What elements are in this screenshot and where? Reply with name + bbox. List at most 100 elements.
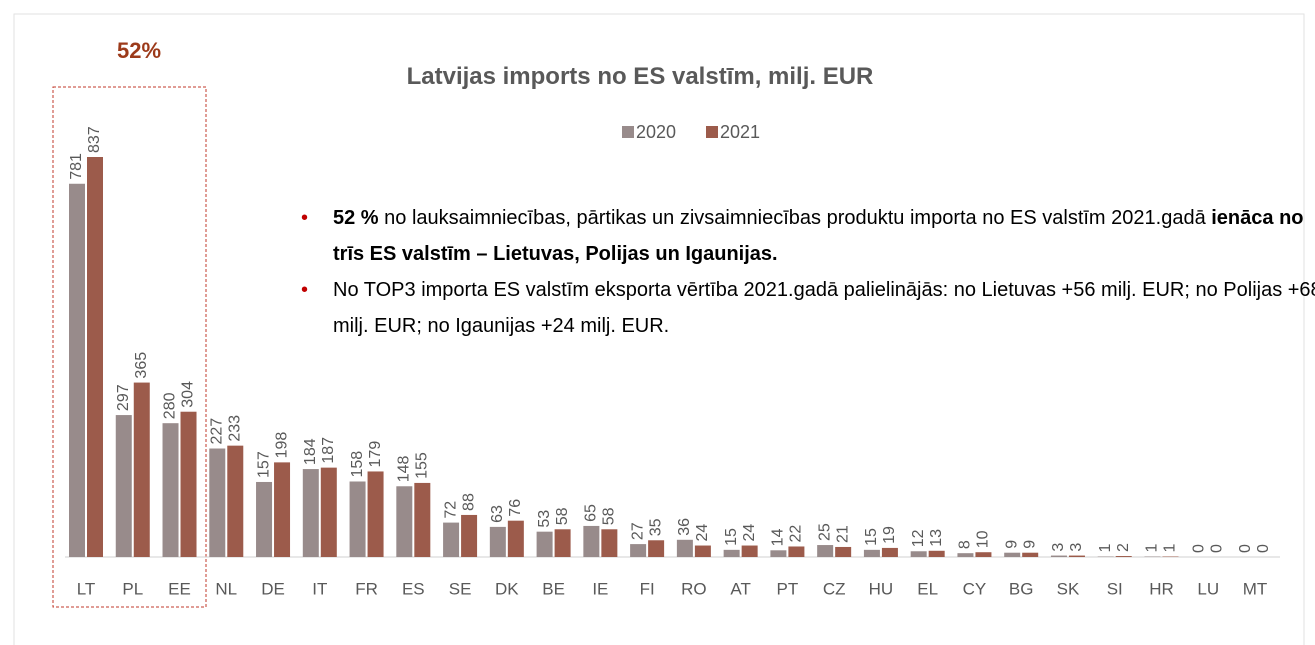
- bar: [69, 183, 85, 557]
- bar: [274, 462, 291, 557]
- x-tick-label: MT: [1243, 579, 1268, 598]
- x-tick-label: IT: [312, 579, 327, 598]
- bullet-text: 52 %: [333, 207, 379, 229]
- data-label: 65: [583, 504, 600, 522]
- data-label: 781: [68, 153, 85, 180]
- legend-label: 2021: [720, 122, 760, 142]
- x-tick-label: SI: [1107, 579, 1123, 598]
- data-label: 21: [834, 525, 851, 543]
- bullet-text: no lauksaimniecības, pārtikas un zivsaim…: [378, 207, 1212, 229]
- data-label: 19: [881, 526, 898, 544]
- x-tick-label: EL: [917, 579, 938, 598]
- bar: [1068, 555, 1085, 557]
- data-label: 15: [863, 528, 880, 546]
- bar: [414, 482, 431, 557]
- x-tick-label: BG: [1009, 579, 1034, 598]
- data-label: 9: [1021, 540, 1038, 549]
- bar: [1004, 552, 1021, 557]
- data-label: 157: [255, 451, 272, 478]
- bar: [443, 522, 460, 557]
- bar: [788, 546, 805, 557]
- legend-swatch: [622, 126, 634, 138]
- data-label: 179: [367, 441, 384, 468]
- bar: [583, 525, 600, 557]
- chart-title: Latvijas imports no ES valstīm, milj. EU…: [407, 63, 874, 90]
- bar: [367, 471, 384, 557]
- bullet-text: No TOP3 importa ES valstīm eksporta vērt…: [333, 279, 1315, 337]
- bullets: 52 % no lauksaimniecības, pārtikas un zi…: [298, 200, 1315, 344]
- x-tick-label: CY: [963, 579, 987, 598]
- x-tick-label: DE: [261, 579, 285, 598]
- bar: [910, 551, 927, 557]
- x-tick-label: FI: [640, 579, 655, 598]
- x-tick-label: LU: [1197, 579, 1219, 598]
- x-tick-label: IE: [592, 579, 608, 598]
- bar: [1050, 555, 1067, 557]
- data-label: 155: [414, 452, 431, 479]
- bar: [180, 411, 197, 557]
- data-label: 3: [1068, 543, 1085, 552]
- data-label: 184: [302, 438, 319, 465]
- data-label: 187: [320, 437, 337, 464]
- data-label: 24: [694, 524, 711, 542]
- bar: [1115, 556, 1132, 557]
- data-label: 280: [162, 392, 179, 419]
- data-label: 0: [1255, 544, 1272, 553]
- bar: [536, 531, 553, 557]
- data-label: 0: [1208, 544, 1225, 553]
- bar: [489, 526, 506, 557]
- bar: [396, 486, 413, 557]
- data-label: 22: [788, 525, 805, 543]
- data-label: 233: [226, 415, 243, 442]
- data-label: 58: [601, 507, 618, 525]
- bar: [227, 445, 244, 557]
- x-tick-label: PL: [122, 579, 143, 598]
- data-label: 304: [180, 381, 197, 408]
- data-label: 88: [460, 493, 477, 511]
- data-label: 53: [536, 510, 553, 528]
- bar: [881, 547, 898, 557]
- x-tick-label: SE: [449, 579, 472, 598]
- data-label: 72: [442, 501, 459, 519]
- bar: [162, 423, 179, 557]
- bar: [1022, 552, 1039, 557]
- bar: [741, 545, 758, 557]
- x-tick-label: DK: [495, 579, 519, 598]
- bar: [256, 481, 273, 557]
- data-label: 14: [770, 528, 787, 546]
- bar: [928, 550, 945, 557]
- data-label: 837: [86, 126, 103, 153]
- data-label: 3: [1050, 543, 1067, 552]
- x-tick-label: LT: [77, 579, 96, 598]
- bullet-text: ienāca no trīs ES valstīm – Lietuvas, Po…: [333, 207, 1304, 265]
- data-label: 365: [133, 352, 150, 379]
- bullet: No TOP3 importa ES valstīm eksporta vērt…: [301, 272, 1315, 344]
- x-tick-label: SK: [1057, 579, 1080, 598]
- bar: [975, 552, 992, 557]
- bar: [863, 549, 880, 557]
- bar: [320, 467, 337, 557]
- bar: [601, 529, 618, 557]
- data-label: 0: [1190, 544, 1207, 553]
- bar: [87, 157, 103, 557]
- annotation: 52%: [117, 38, 161, 63]
- bar: [676, 539, 693, 557]
- highlight-box: [52, 86, 207, 608]
- bar: [302, 469, 319, 557]
- bar: [349, 481, 366, 557]
- data-label: 0: [1237, 544, 1254, 553]
- bar: [461, 514, 478, 557]
- legend-swatch: [706, 126, 718, 138]
- x-tick-label: CZ: [823, 579, 846, 598]
- legend: 2020 2021: [622, 122, 760, 142]
- data-label: 2: [1115, 543, 1132, 552]
- x-tick-label: BE: [542, 579, 565, 598]
- x-tick-label: EE: [168, 579, 191, 598]
- x-tick-label: HU: [869, 579, 894, 598]
- bar: [648, 540, 665, 557]
- bar: [770, 550, 787, 557]
- x-tick-label: AT: [730, 579, 750, 598]
- bar: [723, 549, 740, 557]
- bar: [554, 529, 571, 557]
